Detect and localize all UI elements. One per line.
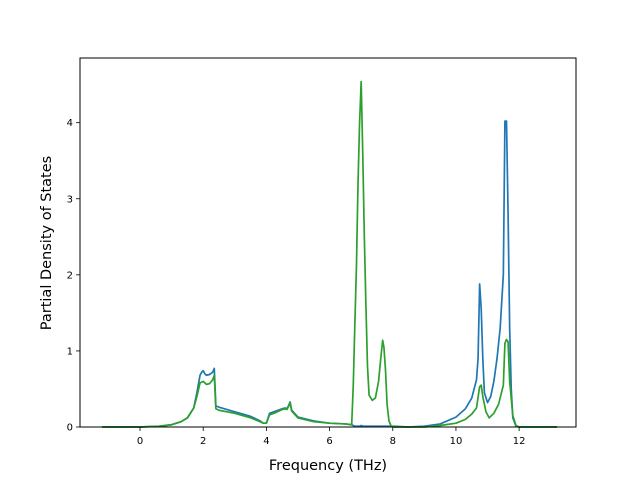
- x-tick-label: 2: [200, 436, 206, 447]
- x-tick-label: 4: [263, 436, 269, 447]
- x-axis: 0 2 4 6 8 10 12: [137, 427, 526, 447]
- y-axis-label: Partial Density of States: [39, 156, 55, 330]
- series-line-1: [102, 120, 558, 428]
- x-tick-label: 8: [390, 436, 396, 447]
- y-tick-label: 1: [67, 346, 73, 357]
- x-tick-label: 10: [450, 436, 463, 447]
- x-tick-label: 6: [326, 436, 332, 447]
- y-tick-label: 3: [67, 194, 73, 205]
- series-line-2: [102, 80, 558, 428]
- y-tick-label: 2: [67, 270, 73, 281]
- series-layer: [102, 80, 558, 428]
- x-tick-label: 12: [513, 436, 526, 447]
- y-tick-label: 0: [67, 423, 73, 434]
- y-axis: 0 1 2 3 4: [67, 118, 80, 434]
- x-tick-label: 0: [137, 436, 143, 447]
- x-axis-label: Frequency (THz): [269, 458, 387, 474]
- y-tick-label: 4: [67, 118, 73, 129]
- plot-frame: [79, 57, 577, 428]
